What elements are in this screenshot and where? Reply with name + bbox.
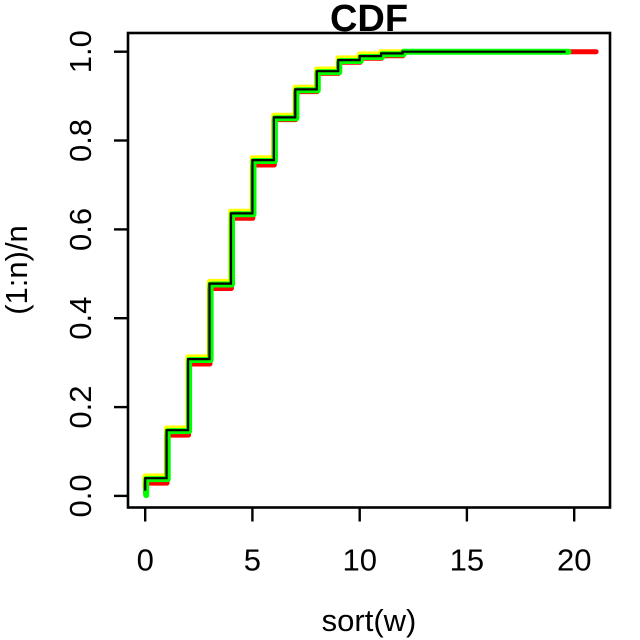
y-tick-label: 1.0 [63,30,98,73]
plot-title: CDF [330,0,408,40]
ecdf-black-line [144,50,566,491]
plot-box [126,31,612,509]
y-axis-label: (1:n)/n [0,225,34,315]
x-tick-label: 20 [557,543,591,578]
x-tick-label: 5 [244,543,261,578]
y-tick-label: 0.4 [63,297,98,340]
x-axis-label: sort(w) [322,603,417,638]
ecdf-red-line [143,49,599,496]
y-tick-label: 0.6 [63,208,98,251]
x-tick-label: 15 [450,543,484,578]
ecdf-yellow-line [142,49,566,490]
x-tick-label: 0 [137,543,154,578]
x-tick-label: 10 [342,543,376,578]
y-tick-label: 0.2 [63,386,98,429]
axes: 0 5 10 15 20 0.0 0.2 0.4 0.6 0.8 1.0 [63,30,612,578]
y-tick-label: 0.0 [63,474,98,517]
ecdf-green-line [143,48,572,499]
y-tick-label: 0.8 [63,119,98,162]
ecdf-curves [142,48,599,499]
